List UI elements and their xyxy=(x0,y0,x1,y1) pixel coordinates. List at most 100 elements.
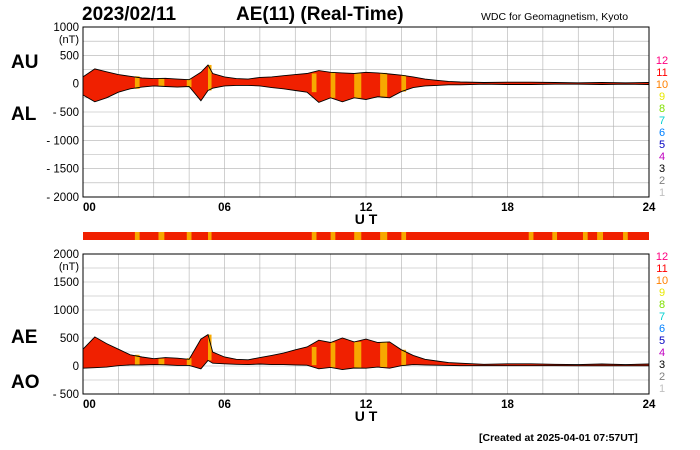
y-tick-label: 1500 xyxy=(53,277,79,289)
y-tick-label: 1000 xyxy=(53,305,79,317)
station-key-8: 8 xyxy=(658,103,666,115)
ao-label: AO xyxy=(11,372,40,393)
station-key-3: 3 xyxy=(658,359,666,371)
status-bar-segment xyxy=(186,232,192,240)
highlight-stripe xyxy=(158,358,165,365)
station-key-6: 6 xyxy=(658,323,666,335)
x-tick-label: 12 xyxy=(360,399,373,411)
highlight-stripe xyxy=(354,73,362,98)
highlight-stripe xyxy=(401,349,407,366)
panel-ae-ao xyxy=(82,253,650,395)
station-key-12: 12 xyxy=(655,55,669,67)
x-axis-label: U T xyxy=(355,408,378,424)
x-tick-label: 18 xyxy=(501,399,514,411)
y-tick-label: - 1000 xyxy=(46,135,79,147)
y-unit-label: (nT) xyxy=(59,34,79,46)
chart-title: AE(11) (Real-Time) xyxy=(236,4,404,25)
highlight-stripe xyxy=(401,75,407,92)
y-tick-label: - 500 xyxy=(53,389,79,401)
station-key-5: 5 xyxy=(658,139,666,151)
series-line-ae xyxy=(82,333,650,366)
plot-frame xyxy=(82,26,650,198)
station-key-4: 4 xyxy=(658,347,666,359)
series-band-ae xyxy=(83,334,649,370)
date-label: 2023/02/11 xyxy=(82,4,177,25)
x-tick-label: 12 xyxy=(360,202,373,214)
credit-label: WDC for Geomagnetism, Kyoto xyxy=(481,11,629,23)
station-key-8: 8 xyxy=(658,299,666,311)
station-key-10: 10 xyxy=(655,275,669,287)
x-tick-label: 06 xyxy=(218,202,231,214)
highlight-stripe xyxy=(380,72,388,97)
x-tick-label: 24 xyxy=(643,399,656,411)
status-bar-segment xyxy=(134,232,140,240)
highlight-stripe xyxy=(207,64,212,91)
series-line-au xyxy=(82,64,650,84)
station-key-7: 7 xyxy=(658,311,666,323)
highlight-stripe xyxy=(207,334,212,361)
highlight-stripe xyxy=(330,342,336,368)
status-bar-segment xyxy=(597,232,604,240)
station-key-2: 2 xyxy=(658,175,666,187)
x-tick-label: 00 xyxy=(83,202,96,214)
x-tick-label: 00 xyxy=(83,399,96,411)
station-key-11: 11 xyxy=(656,67,668,79)
highlight-stripe xyxy=(134,354,140,365)
y-tick-label: 500 xyxy=(60,50,79,62)
y-tick-label: 2000 xyxy=(53,249,79,261)
series-band-au xyxy=(83,65,649,103)
station-key-1: 1 xyxy=(658,383,666,395)
station-key-11: 11 xyxy=(656,263,668,275)
ae-label: AE xyxy=(11,327,38,348)
x-tick-label: 24 xyxy=(643,202,656,214)
station-key-3: 3 xyxy=(658,163,666,175)
station-key-10: 10 xyxy=(655,79,669,91)
y-tick-label: - 1500 xyxy=(46,164,79,176)
highlight-stripe xyxy=(186,358,192,366)
created-timestamp: [Created at 2025-04-01 07:57UT] xyxy=(479,432,638,444)
y-tick-label: - 500 xyxy=(53,107,79,119)
status-bar-segment xyxy=(582,232,588,240)
series-line-al xyxy=(82,83,650,103)
highlight-stripe xyxy=(330,72,336,98)
highlight-stripe xyxy=(311,346,317,366)
station-key-4: 4 xyxy=(658,151,666,163)
x-tick-label: 18 xyxy=(501,202,514,214)
au-label: AU xyxy=(11,52,39,73)
highlight-stripe xyxy=(311,73,317,93)
highlight-stripe xyxy=(380,342,388,368)
status-bar-segment xyxy=(330,232,336,240)
station-key-7: 7 xyxy=(658,115,666,127)
highlight-stripe xyxy=(158,78,165,86)
status-bar xyxy=(83,232,649,240)
station-key-2: 2 xyxy=(658,371,666,383)
station-key-9: 9 xyxy=(658,91,666,103)
status-bar-segment xyxy=(401,232,407,240)
station-key-12: 12 xyxy=(655,251,669,263)
status-bar-segment xyxy=(552,232,558,240)
y-unit-label: (nT) xyxy=(59,261,79,273)
y-tick-label: - 2000 xyxy=(46,192,79,204)
y-tick-label: 500 xyxy=(60,333,79,345)
status-bar-segment xyxy=(207,232,212,240)
status-bar-segment xyxy=(623,232,628,240)
highlight-stripe xyxy=(134,76,140,89)
highlight-stripe xyxy=(354,341,362,368)
status-bar-segment xyxy=(311,232,317,240)
x-tick-label: 06 xyxy=(218,399,231,411)
al-label: AL xyxy=(11,104,37,125)
panel-au-al xyxy=(82,26,650,198)
station-key-9: 9 xyxy=(658,287,666,299)
status-bar-segment xyxy=(158,232,165,240)
status-bar-segment xyxy=(380,232,388,240)
status-bar-segment xyxy=(354,232,362,240)
station-key-6: 6 xyxy=(658,127,666,139)
y-tick-label: 0 xyxy=(73,361,79,373)
plot-frame xyxy=(82,253,650,395)
status-bar-segment xyxy=(528,232,534,240)
station-key-5: 5 xyxy=(658,335,666,347)
series-line-ao xyxy=(82,359,649,371)
y-tick-label: 0 xyxy=(73,79,79,91)
highlight-stripe xyxy=(186,79,192,88)
